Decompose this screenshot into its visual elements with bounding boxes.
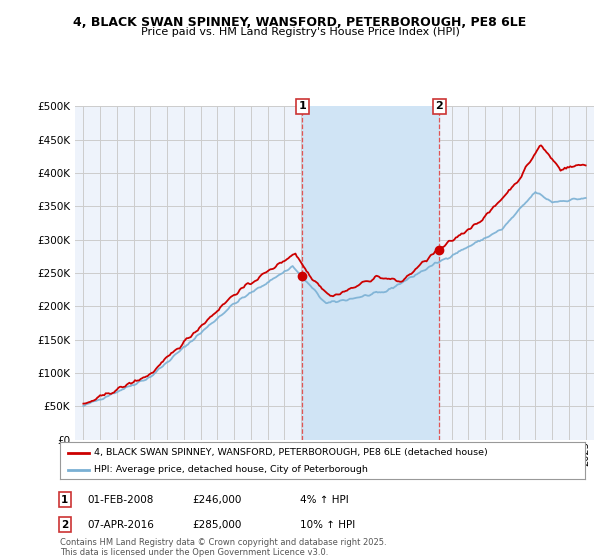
Text: 1: 1 — [298, 101, 306, 111]
Text: 4, BLACK SWAN SPINNEY, WANSFORD, PETERBOROUGH, PE8 6LE (detached house): 4, BLACK SWAN SPINNEY, WANSFORD, PETERBO… — [94, 448, 488, 457]
Text: 07-APR-2016: 07-APR-2016 — [87, 520, 154, 530]
Text: 10% ↑ HPI: 10% ↑ HPI — [300, 520, 355, 530]
Text: 4, BLACK SWAN SPINNEY, WANSFORD, PETERBOROUGH, PE8 6LE: 4, BLACK SWAN SPINNEY, WANSFORD, PETERBO… — [73, 16, 527, 29]
Text: 1: 1 — [61, 494, 68, 505]
Text: 2: 2 — [61, 520, 68, 530]
Text: £246,000: £246,000 — [192, 494, 241, 505]
Text: Price paid vs. HM Land Registry's House Price Index (HPI): Price paid vs. HM Land Registry's House … — [140, 27, 460, 37]
Text: £285,000: £285,000 — [192, 520, 241, 530]
Bar — [302, 106, 439, 440]
Text: 2: 2 — [436, 101, 443, 111]
Text: 01-FEB-2008: 01-FEB-2008 — [87, 494, 154, 505]
Text: Contains HM Land Registry data © Crown copyright and database right 2025.
This d: Contains HM Land Registry data © Crown c… — [60, 538, 386, 557]
Text: 4% ↑ HPI: 4% ↑ HPI — [300, 494, 349, 505]
Text: HPI: Average price, detached house, City of Peterborough: HPI: Average price, detached house, City… — [94, 465, 368, 474]
